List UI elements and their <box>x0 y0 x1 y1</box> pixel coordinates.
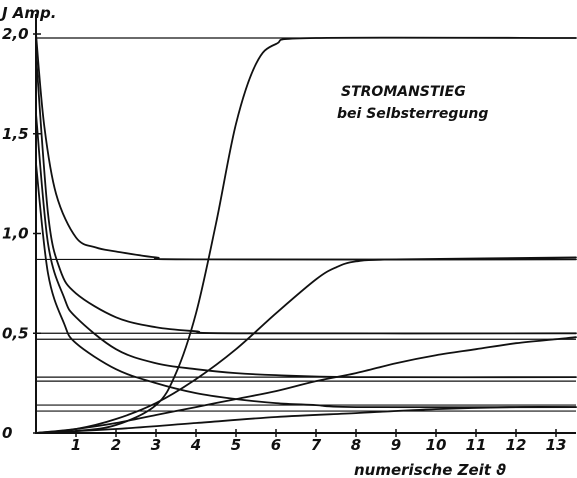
x-tick-label: 6 <box>271 436 281 454</box>
y-tick-label: 2,0 <box>2 25 29 43</box>
y-tick-label: 1,0 <box>2 225 29 243</box>
x-tick-label: 12 <box>506 436 527 454</box>
chart-title: STROMANSTIEG <box>341 84 466 100</box>
x-tick-label: 1 <box>71 436 81 454</box>
series-line-7 <box>35 112 577 379</box>
series-line-8 <box>35 162 577 409</box>
series-line-3 <box>35 336 577 434</box>
x-tick-label: 9 <box>391 436 401 454</box>
x-tick-label: 11 <box>466 436 487 454</box>
chart-subtitle: bei Selbsterregung <box>337 106 488 122</box>
x-axis-label: numerische Zeit ϑ <box>354 461 506 478</box>
series-line-5 <box>35 33 577 261</box>
series-line-6 <box>35 53 577 335</box>
x-tick-label: 2 <box>111 436 121 454</box>
reference-lines <box>36 37 576 412</box>
x-tick-label: 10 <box>426 436 447 454</box>
series-group <box>35 33 577 434</box>
axes <box>35 14 576 434</box>
x-tick-label: 7 <box>311 436 322 454</box>
x-tick-label: 5 <box>231 436 241 454</box>
series-line-1 <box>35 36 577 434</box>
y-axis-label: J Amp. <box>0 4 56 22</box>
x-tick-label: 3 <box>151 436 161 454</box>
y-tick-label: 1,5 <box>2 125 29 143</box>
x-tick-label: 8 <box>351 436 361 454</box>
y-tick-label: 0 <box>2 424 12 442</box>
y-ticks: 0 0,5 1,0 1,5 2,0 <box>2 25 41 442</box>
x-ticks: 1 2 3 4 5 6 7 8 9 10 11 12 13 <box>71 429 567 454</box>
x-tick-label: 4 <box>190 436 201 454</box>
x-tick-label: 13 <box>546 436 567 454</box>
y-tick-label: 0,5 <box>2 324 29 342</box>
